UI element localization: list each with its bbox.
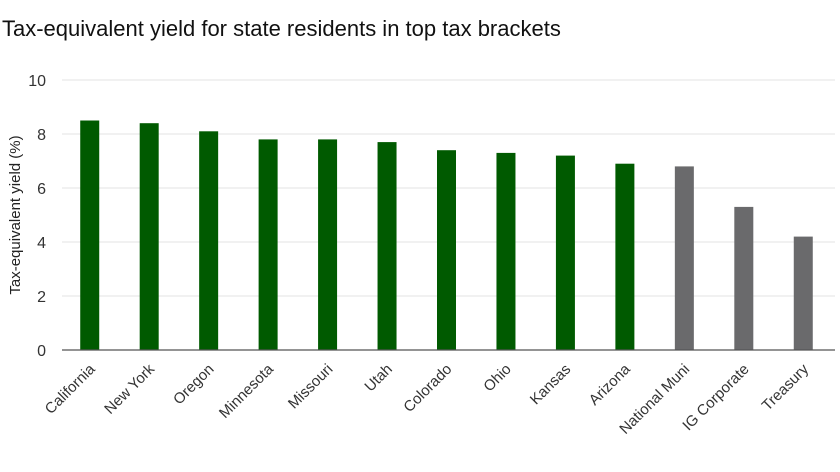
- y-tick-label: 4: [37, 235, 46, 252]
- bar-colorado: [437, 150, 456, 350]
- bar-treasury: [793, 236, 813, 350]
- bar-kansas: [555, 155, 575, 350]
- x-tick-label: Minnesota: [216, 360, 277, 421]
- y-axis-label: Tax-equivalent yield (%): [7, 135, 24, 294]
- x-tick-label: New York: [101, 360, 158, 417]
- bar-oregon: [199, 131, 219, 350]
- bar-ig-corporate: [734, 206, 754, 350]
- bar-ohio: [496, 152, 516, 350]
- bar-national-muni: [674, 166, 694, 350]
- y-tick-label: 10: [28, 73, 46, 90]
- x-tick-label: Utah: [361, 361, 395, 395]
- y-tick-label: 8: [37, 127, 46, 144]
- x-tick-label: California: [42, 360, 99, 417]
- chart-title: Tax-equivalent yield for state residents…: [2, 16, 561, 41]
- y-tick-label: 2: [37, 289, 46, 306]
- bar-arizona: [615, 163, 635, 350]
- x-tick-label: Missouri: [285, 361, 337, 413]
- x-tick-label: Oregon: [170, 361, 217, 408]
- y-tick-label: 6: [37, 181, 46, 198]
- x-tick-label: Kansas: [527, 361, 574, 408]
- bar-new-york: [139, 123, 159, 350]
- bar-missouri: [318, 139, 338, 350]
- x-tick-label: Treasury: [759, 360, 813, 414]
- bar-utah: [377, 142, 397, 350]
- y-tick-label: 0: [37, 343, 46, 360]
- x-tick-label: Ohio: [480, 361, 514, 395]
- bar-minnesota: [258, 139, 278, 350]
- x-tick-label: Arizona: [586, 360, 634, 408]
- x-tick-label: Colorado: [400, 361, 455, 416]
- bar-california: [80, 120, 100, 350]
